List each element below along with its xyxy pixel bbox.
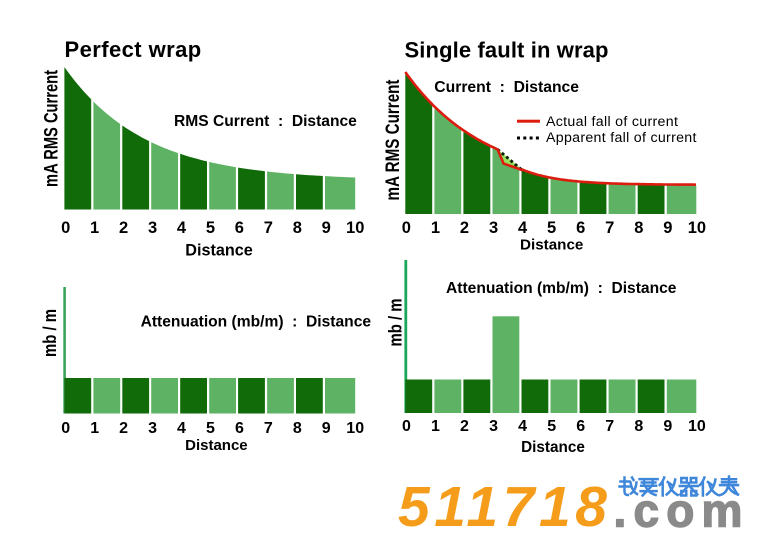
svg-text:10: 10 — [688, 418, 706, 435]
svg-text:9: 9 — [322, 420, 331, 437]
svg-text:9: 9 — [322, 219, 331, 237]
svg-text:0: 0 — [61, 219, 70, 237]
svg-text:1: 1 — [90, 219, 99, 237]
svg-text:mb / m: mb / m — [40, 309, 60, 357]
svg-text:Perfect wrap: Perfect wrap — [65, 37, 202, 62]
svg-text:Current : Distance: Current : Distance — [434, 79, 579, 96]
svg-text:6: 6 — [576, 418, 585, 435]
svg-text:2: 2 — [119, 219, 128, 237]
svg-text:mb / m: mb / m — [386, 299, 406, 347]
svg-text:6: 6 — [235, 219, 244, 237]
svg-text:Distance: Distance — [520, 237, 583, 254]
svg-text:511718: 511718 — [398, 475, 612, 539]
svg-text:0: 0 — [402, 219, 411, 237]
svg-text:7: 7 — [605, 219, 614, 237]
svg-text:9: 9 — [663, 418, 672, 435]
svg-text:4: 4 — [518, 418, 527, 435]
svg-text:5: 5 — [547, 219, 556, 237]
svg-text:5: 5 — [547, 418, 556, 435]
svg-text:2: 2 — [460, 219, 469, 237]
svg-text:Attenuation (mb/m) : Distanc: Attenuation (mb/m) : Distance — [141, 313, 372, 330]
svg-text:3: 3 — [148, 219, 157, 237]
svg-text:3: 3 — [489, 219, 498, 237]
svg-text:1: 1 — [431, 219, 440, 237]
svg-text:1: 1 — [431, 418, 440, 435]
svg-text:3: 3 — [148, 420, 157, 437]
svg-text:4: 4 — [518, 219, 528, 237]
svg-text:Actual fall of current: Actual fall of current — [546, 114, 678, 130]
svg-text:10: 10 — [688, 219, 706, 237]
svg-text:Attenuation (mb/m) : Distanc: Attenuation (mb/m) : Distance — [446, 280, 677, 297]
svg-text:2: 2 — [119, 420, 128, 437]
svg-text:10: 10 — [346, 420, 364, 437]
svg-text:4: 4 — [177, 219, 187, 237]
svg-text:6: 6 — [576, 219, 585, 237]
svg-text:2: 2 — [460, 418, 469, 435]
svg-text:8: 8 — [634, 219, 643, 237]
svg-text:Distance: Distance — [521, 439, 585, 456]
svg-text:4: 4 — [177, 420, 186, 437]
svg-text:0: 0 — [61, 420, 70, 437]
svg-text:8: 8 — [634, 418, 643, 435]
svg-text:0: 0 — [402, 418, 411, 435]
svg-text:1: 1 — [90, 420, 99, 437]
svg-text:8: 8 — [293, 219, 302, 237]
svg-text:10: 10 — [346, 219, 364, 237]
svg-text:7: 7 — [264, 420, 273, 437]
svg-text:9: 9 — [663, 219, 672, 237]
svg-text:7: 7 — [264, 219, 273, 237]
svg-text:Apparent fall of current: Apparent fall of current — [546, 130, 697, 146]
svg-text:7: 7 — [605, 418, 614, 435]
svg-text:Single fault in wrap: Single fault in wrap — [405, 38, 609, 63]
svg-text:mA RMS Current: mA RMS Current — [42, 69, 63, 187]
svg-text:RMS Current : Distance: RMS Current : Distance — [174, 113, 357, 130]
svg-text:5: 5 — [206, 219, 215, 237]
svg-text:mA RMS Current: mA RMS Current — [383, 79, 404, 201]
svg-text:3: 3 — [489, 418, 498, 435]
svg-text:Distance: Distance — [185, 242, 252, 260]
svg-text:6: 6 — [235, 420, 244, 437]
svg-text:8: 8 — [293, 420, 302, 437]
svg-text:Distance: Distance — [185, 437, 248, 454]
svg-text:5: 5 — [206, 420, 215, 437]
